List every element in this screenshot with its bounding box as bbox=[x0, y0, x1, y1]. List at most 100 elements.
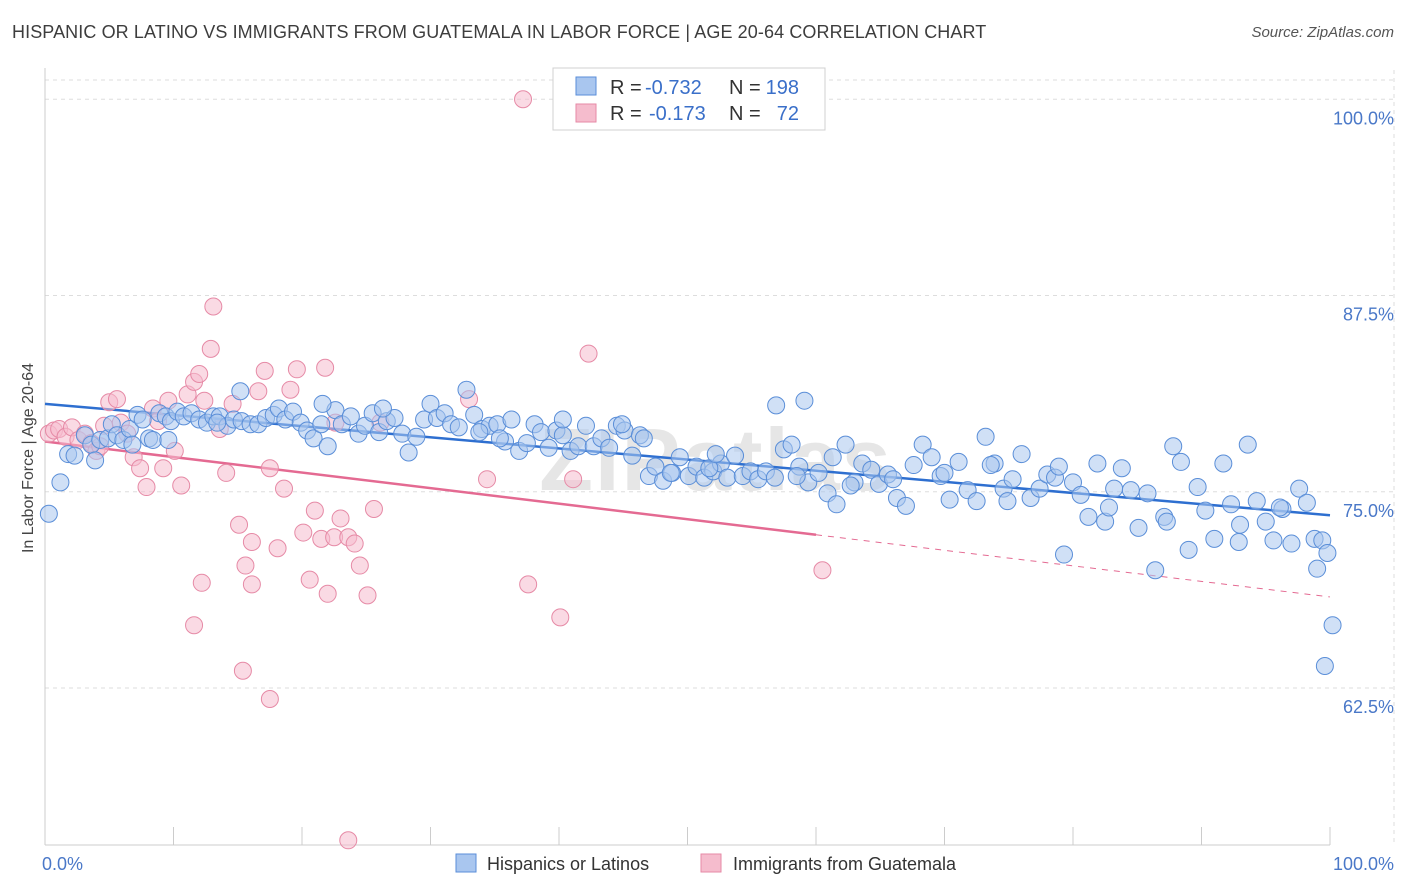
hispanic-point bbox=[1196, 501, 1215, 520]
hispanic-point bbox=[553, 410, 572, 429]
hispanic-point bbox=[1214, 454, 1233, 473]
hispanic-point bbox=[612, 415, 631, 434]
stats-pink-n-label: N = bbox=[729, 103, 761, 125]
guatemala-point bbox=[345, 534, 364, 553]
hispanic-point bbox=[634, 429, 653, 448]
hispanic-point bbox=[862, 460, 881, 479]
hispanic-point bbox=[981, 456, 1000, 475]
hispanic-point bbox=[1256, 512, 1275, 531]
hispanic-point bbox=[765, 468, 784, 487]
guatemala-point bbox=[350, 556, 369, 575]
stats-pink-r-value: -0.173 bbox=[649, 103, 706, 125]
guatemala-trend-extension bbox=[815, 534, 1331, 598]
guatemala-point bbox=[249, 382, 268, 401]
legend-blue-label[interactable]: Hispanics or Latinos bbox=[487, 854, 649, 874]
stats-blue-n-label: N = bbox=[729, 77, 761, 99]
hispanic-point bbox=[313, 394, 332, 413]
hispanic-point bbox=[1205, 529, 1224, 548]
hispanic-point bbox=[600, 438, 619, 457]
hispanic-point bbox=[1290, 479, 1309, 498]
hispanic-point bbox=[1138, 484, 1157, 503]
hispanic-point bbox=[341, 407, 360, 426]
guatemala-point bbox=[318, 584, 337, 603]
guatemala-point bbox=[268, 539, 287, 558]
guatemala-point bbox=[195, 391, 214, 410]
hispanic-point bbox=[1129, 518, 1148, 537]
hispanic-point bbox=[976, 427, 995, 446]
hispanic-point bbox=[553, 426, 572, 445]
guatemala-point bbox=[190, 365, 209, 383]
hispanic-point bbox=[823, 448, 842, 467]
guatemala-point bbox=[242, 575, 261, 594]
hispanic-point bbox=[1079, 507, 1098, 526]
guatemala-point bbox=[564, 470, 583, 489]
hispanic-point bbox=[318, 437, 337, 456]
hispanic-point bbox=[159, 430, 178, 449]
hispanic-point bbox=[1318, 543, 1337, 562]
stats-blue-r-value: -0.732 bbox=[645, 77, 702, 99]
guatemala-point bbox=[192, 573, 211, 592]
hispanic-point bbox=[457, 380, 476, 399]
hispanic-point bbox=[787, 467, 806, 486]
hispanic-point bbox=[1099, 498, 1118, 517]
hispanic-point bbox=[1282, 534, 1301, 553]
hispanic-point bbox=[1049, 457, 1068, 476]
hispanic-point bbox=[1121, 481, 1140, 500]
x-tick-label-max: 100.0% bbox=[1333, 854, 1394, 874]
hispanic-point bbox=[1157, 512, 1176, 531]
hispanic-point bbox=[1297, 493, 1316, 512]
hispanic-point bbox=[1222, 495, 1241, 514]
chart-title: HISPANIC OR LATINO VS IMMIGRANTS FROM GU… bbox=[12, 22, 987, 42]
guatemala-point bbox=[275, 479, 294, 498]
guatemala-point bbox=[154, 459, 173, 478]
hispanic-point bbox=[1238, 435, 1257, 454]
guatemala-point bbox=[364, 500, 383, 519]
legend-pink-label[interactable]: Immigrants from Guatemala bbox=[733, 854, 957, 874]
hispanic-point bbox=[718, 468, 737, 487]
hispanic-point bbox=[623, 446, 642, 465]
hispanic-point bbox=[1231, 515, 1250, 534]
guatemala-point bbox=[260, 689, 279, 708]
hispanic-point bbox=[1179, 540, 1198, 559]
hispanic-point bbox=[827, 495, 846, 514]
hispanic-point bbox=[661, 463, 680, 482]
hispanic-point bbox=[517, 434, 536, 453]
stats-box: R = -0.732 N = 198 R = -0.173 N = 72 bbox=[552, 67, 826, 131]
guatemala-point bbox=[316, 358, 335, 377]
hispanic-point bbox=[123, 435, 142, 454]
guatemala-point bbox=[172, 476, 191, 495]
guatemala-point bbox=[339, 831, 358, 850]
guatemala-point bbox=[287, 360, 306, 379]
legend: Hispanics or Latinos Immigrants from Gua… bbox=[455, 853, 957, 874]
hispanic-point bbox=[1030, 479, 1049, 498]
hispanic-point bbox=[304, 429, 323, 448]
hispanic-point bbox=[1188, 478, 1207, 497]
y-tick-label: 62.5% bbox=[1343, 697, 1394, 717]
hispanic-point bbox=[922, 448, 941, 467]
legend-pink-swatch[interactable] bbox=[700, 853, 722, 873]
hispanic-point bbox=[39, 504, 58, 523]
guatemala-point bbox=[551, 608, 570, 627]
legend-blue-swatch[interactable] bbox=[455, 853, 477, 873]
y-tick-labels: 100.0% 87.5% 75.0% 62.5% bbox=[1333, 108, 1394, 717]
hispanic-point bbox=[532, 423, 551, 442]
hispanic-point bbox=[795, 391, 814, 410]
guatemala-point bbox=[230, 515, 249, 534]
guatemala-point bbox=[131, 459, 150, 478]
hispanic-point bbox=[940, 490, 959, 509]
x-tick-labels: 0.0% 100.0% bbox=[42, 854, 1394, 874]
hispanic-point bbox=[904, 456, 923, 475]
chart-source: Source: ZipAtlas.com bbox=[1251, 24, 1394, 41]
guatemala-point bbox=[579, 344, 598, 363]
hispanic-point bbox=[86, 451, 105, 470]
guatemala-point bbox=[242, 532, 261, 551]
hispanic-point bbox=[949, 452, 968, 471]
hispanic-point bbox=[767, 396, 786, 415]
guatemala-point bbox=[305, 501, 324, 520]
hispanic-point bbox=[1112, 459, 1131, 478]
hispanic-point bbox=[576, 416, 595, 435]
guatemala-point bbox=[281, 380, 300, 399]
hispanic-point bbox=[967, 492, 986, 511]
hispanic-point bbox=[935, 463, 954, 482]
hispanic-point bbox=[998, 492, 1017, 511]
